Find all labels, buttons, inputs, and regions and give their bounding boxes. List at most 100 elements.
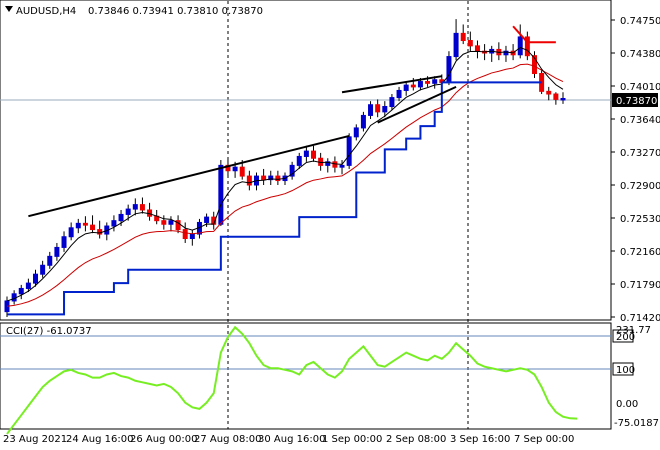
cci-tick-min: -75.0187 bbox=[614, 418, 659, 429]
trailing-stop-line bbox=[7, 81, 542, 316]
candle-body bbox=[503, 50, 509, 56]
candle-body bbox=[303, 150, 309, 157]
candle-body bbox=[289, 164, 295, 177]
candle bbox=[503, 45, 509, 62]
candle bbox=[82, 216, 88, 232]
candle-body bbox=[33, 273, 39, 284]
candle-body bbox=[68, 227, 74, 238]
current-price-value: 0.73870 bbox=[616, 96, 657, 107]
candle bbox=[517, 24, 523, 59]
candle bbox=[204, 213, 210, 227]
candle bbox=[524, 31, 530, 61]
price-tick-label: 0.71420 bbox=[620, 313, 660, 324]
candle bbox=[47, 251, 53, 269]
candle-body bbox=[47, 255, 53, 266]
candle-body bbox=[61, 236, 67, 248]
candle bbox=[218, 160, 224, 227]
price-tick-label: 0.73270 bbox=[620, 148, 660, 159]
collapse-triangle-icon[interactable] bbox=[5, 6, 13, 12]
cci-tick-box-200 bbox=[612, 329, 634, 343]
symbol-label: AUDUSD,H4 bbox=[16, 6, 76, 17]
candle bbox=[40, 260, 46, 278]
price-tick-label: 0.72530 bbox=[620, 214, 660, 225]
fast-moving-average bbox=[6, 47, 564, 302]
candle bbox=[296, 152, 302, 169]
indicator-axis: 231.77 200 100 0.00 -75.0187 bbox=[612, 325, 659, 429]
candle-body bbox=[204, 216, 210, 223]
candle bbox=[61, 231, 67, 252]
overlays-layer bbox=[6, 25, 564, 316]
candle-body bbox=[18, 287, 24, 295]
price-tick-label: 0.73640 bbox=[620, 115, 660, 126]
candle-body bbox=[446, 56, 452, 83]
candle-body bbox=[246, 175, 252, 186]
candle-body bbox=[375, 104, 381, 113]
candle bbox=[75, 218, 81, 234]
candle-body bbox=[531, 55, 537, 75]
cci-line bbox=[6, 325, 578, 435]
candle bbox=[68, 222, 74, 241]
candle-body bbox=[417, 81, 423, 88]
candle-body bbox=[368, 104, 374, 116]
candle-body bbox=[517, 36, 523, 56]
indicator-plot-frame bbox=[0, 322, 612, 430]
candle bbox=[246, 170, 252, 191]
candle bbox=[368, 101, 374, 119]
time-label: 30 Aug 16:00 bbox=[258, 434, 325, 445]
candle bbox=[553, 92, 559, 105]
time-label: 27 Aug 08:00 bbox=[194, 434, 261, 445]
cci-tick-box-100 bbox=[612, 362, 634, 376]
candle-body bbox=[403, 84, 409, 91]
price-tick-label: 0.74010 bbox=[620, 82, 660, 93]
candle-body bbox=[218, 164, 224, 225]
time-label: 26 Aug 00:00 bbox=[130, 434, 197, 445]
candle bbox=[275, 170, 281, 185]
candle bbox=[311, 145, 317, 162]
candle-body bbox=[311, 150, 317, 159]
candle bbox=[396, 86, 402, 102]
candle-body bbox=[275, 175, 281, 182]
candle-body bbox=[189, 233, 195, 240]
candle-body bbox=[40, 264, 46, 275]
candle-body bbox=[54, 246, 60, 257]
candle-body bbox=[139, 204, 145, 211]
candle-body bbox=[268, 175, 274, 181]
candle bbox=[389, 94, 395, 111]
candle-body bbox=[396, 89, 402, 99]
candle bbox=[175, 215, 181, 234]
candle bbox=[560, 92, 566, 104]
trend-line-channel bbox=[377, 85, 457, 124]
candle bbox=[531, 51, 537, 78]
candle bbox=[161, 215, 167, 230]
candle-body bbox=[560, 97, 566, 101]
candle-body bbox=[467, 40, 473, 47]
candle bbox=[289, 161, 295, 180]
trend-line-upper bbox=[341, 75, 442, 94]
candle bbox=[139, 197, 145, 214]
current-price-badge bbox=[612, 93, 658, 107]
candle-body bbox=[425, 81, 431, 84]
candle-body bbox=[524, 36, 530, 57]
cci-tick-100: 100 bbox=[616, 365, 635, 376]
candle-body bbox=[339, 164, 345, 168]
candle bbox=[25, 278, 31, 293]
candle bbox=[353, 124, 359, 141]
candle bbox=[453, 19, 459, 61]
session-separators bbox=[227, 1, 469, 429]
candle-body bbox=[125, 208, 131, 215]
candle bbox=[168, 216, 174, 232]
trend-line-lower bbox=[28, 134, 350, 218]
time-label: 2 Sep 08:00 bbox=[386, 434, 446, 445]
time-label: 23 Aug 2021 bbox=[3, 434, 67, 445]
price-tick-label: 0.74380 bbox=[620, 49, 660, 60]
candle-body bbox=[382, 106, 388, 113]
candle bbox=[360, 111, 366, 132]
candle bbox=[546, 86, 552, 101]
trailing-stop-short bbox=[512, 25, 556, 44]
time-label: 1 Sep 00:00 bbox=[322, 434, 382, 445]
candle bbox=[90, 215, 96, 234]
time-label: 7 Sep 00:00 bbox=[514, 434, 574, 445]
candle-body bbox=[360, 114, 366, 129]
candle bbox=[111, 215, 117, 232]
